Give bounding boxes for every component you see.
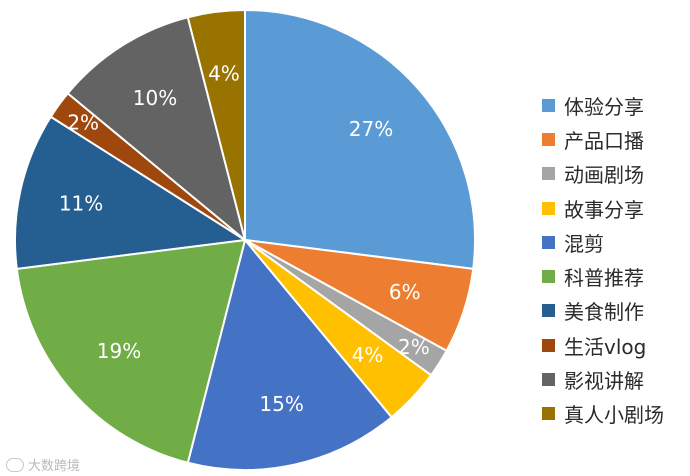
pie-slice-1 [244, 8, 476, 270]
legend-label: 科普推荐 [564, 266, 644, 291]
data-label-10: 4% [208, 61, 240, 85]
legend-item-5: 混剪 [542, 225, 664, 259]
legend-swatch [542, 407, 555, 421]
legend-swatch [542, 270, 555, 284]
legend-label: 影视讲解 [564, 369, 644, 394]
legend-label: 动画剧场 [564, 163, 644, 188]
legend-swatch [542, 98, 555, 112]
data-label-2: 6% [389, 280, 421, 304]
data-label-8: 2% [67, 110, 99, 134]
legend-swatch [542, 338, 555, 352]
pie-slice-7 [14, 115, 248, 270]
legend-item-9: 影视讲解 [542, 362, 664, 396]
watermark-text: 大数跨境 [28, 459, 81, 474]
legend-swatch [542, 132, 555, 146]
legend-label: 混剪 [564, 231, 604, 256]
legend-label: 体验分享 [564, 94, 644, 119]
data-label-3: 2% [398, 335, 430, 359]
legend-swatch [542, 201, 555, 215]
legend-label: 产品口播 [564, 128, 644, 153]
legend-swatch [542, 373, 555, 387]
data-label-9: 10% [133, 86, 177, 110]
legend: 体验分享产品口播动画剧场故事分享混剪科普推荐美食制作生活vlog 影视讲解真人小剧… [542, 88, 664, 431]
legend-item-8: 生活vlog [542, 328, 664, 362]
data-label-1: 27% [349, 117, 393, 141]
data-label-4: 4% [352, 343, 384, 367]
pie-slice-10 [186, 8, 246, 241]
data-label-7: 11% [59, 191, 103, 215]
legend-swatch [542, 235, 555, 249]
legend-label: 生活vlog [564, 334, 647, 359]
legend-label: 故事分享 [564, 197, 644, 222]
pie-slice-9 [66, 16, 247, 243]
legend-label: 美食制作 [564, 300, 644, 325]
legend-swatch [542, 304, 555, 318]
legend-item-2: 产品口播 [542, 122, 664, 156]
legend-item-4: 故事分享 [542, 191, 664, 225]
legend-item-7: 美食制作 [542, 294, 664, 328]
pie-slice-6 [15, 238, 247, 464]
legend-item-1: 体验分享 [542, 88, 664, 122]
legend-item-3: 动画剧场 [542, 157, 664, 191]
legend-item-6: 科普推荐 [542, 259, 664, 293]
pie-slice-5 [186, 237, 394, 471]
watermark: 大数跨境 [6, 455, 80, 474]
legend-swatch [542, 167, 555, 181]
watermark-logo-icon [6, 457, 24, 472]
legend-item-10: 真人小剧场 [542, 397, 664, 431]
data-label-5: 15% [259, 392, 303, 416]
data-label-6: 19% [97, 339, 141, 363]
legend-label: 真人小剧场 [564, 403, 664, 428]
